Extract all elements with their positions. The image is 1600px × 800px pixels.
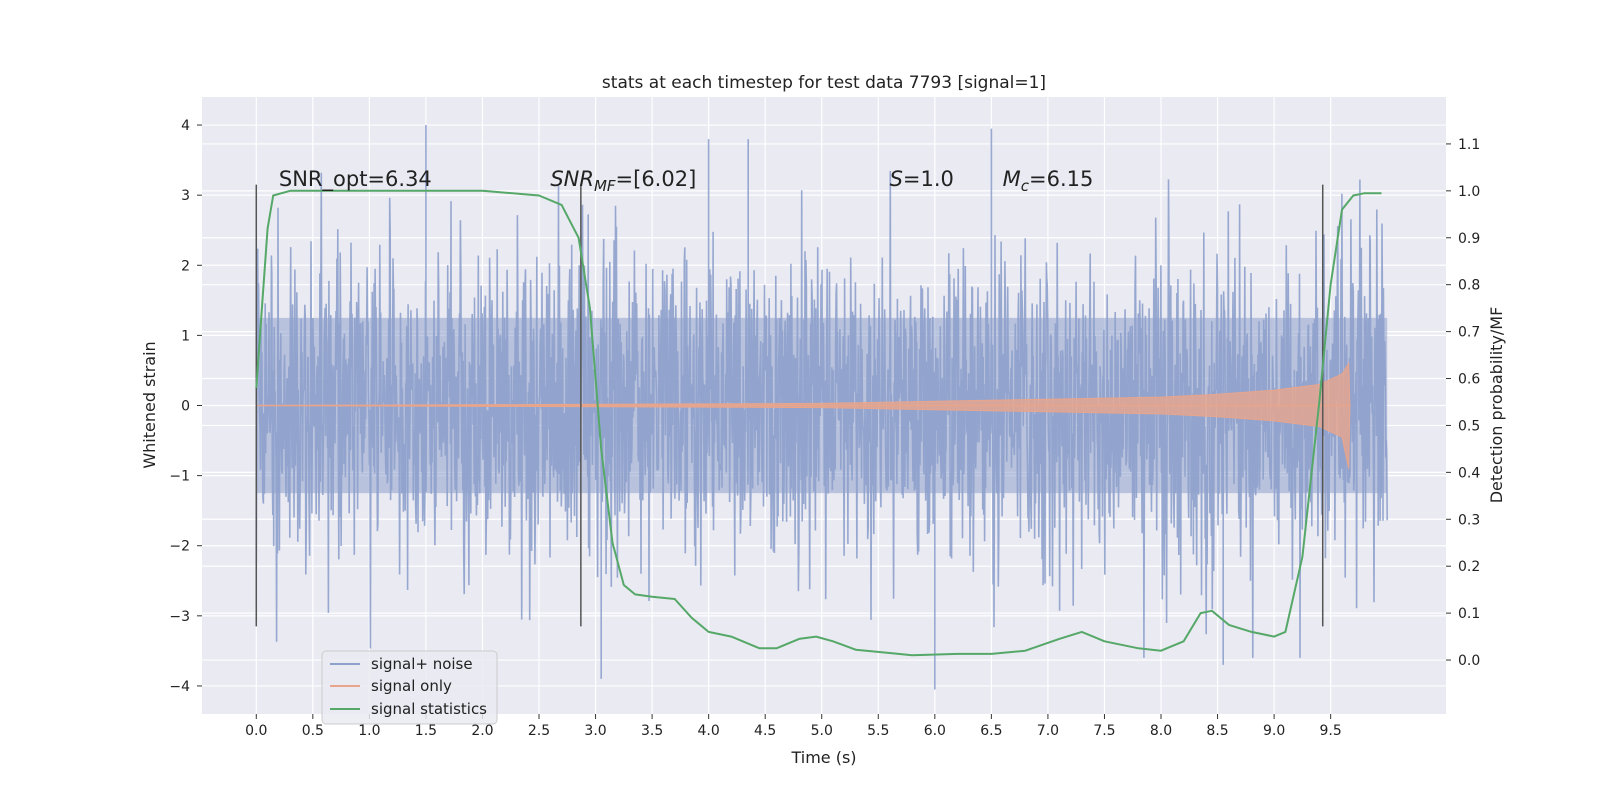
y-tick-label: 3	[181, 188, 190, 204]
annotation-symbol: SNR	[550, 167, 594, 191]
y2-axis-title: Detection probability/MF	[1487, 307, 1506, 504]
x-tick-label: 2.5	[528, 723, 550, 739]
annotation-value: =1.0	[903, 167, 954, 191]
y2-tick-label: 0.8	[1458, 278, 1480, 294]
s-annotation: S=1.0	[890, 167, 954, 191]
y-tick-label: −4	[169, 679, 190, 695]
annotation-symbol: S	[890, 167, 903, 191]
annotation-value: =6.15	[1029, 167, 1093, 191]
y-tick-label: 1	[181, 328, 190, 344]
y-tick-label: −2	[169, 539, 190, 555]
x-tick-label: 1.0	[358, 723, 380, 739]
x-tick-label: 1.5	[415, 723, 437, 739]
y2-tick-label: 0.5	[1458, 418, 1480, 434]
y-tick-label: 0	[181, 399, 190, 415]
y2-tick-label: 0.4	[1458, 465, 1480, 481]
y2-tick-label: 0.3	[1458, 512, 1480, 528]
legend-label-signal-noise: signal+ noise	[371, 655, 473, 673]
mc-annotation: Mc=6.15	[1003, 167, 1094, 195]
snr-opt-annotation: SNR_opt=6.34	[279, 167, 432, 192]
annotations: SNR_opt=6.34 SNRMF=[6.02] S=1.0 Mc=6.15	[279, 167, 1094, 195]
x-tick-label: 4.5	[754, 723, 776, 739]
x-tick-label: 2.0	[471, 723, 493, 739]
x-tick-label: 3.0	[584, 723, 606, 739]
series-layer	[255, 125, 1388, 690]
y2-tick-label: 0.6	[1458, 372, 1480, 388]
legend-label-signal-statistics: signal statistics	[371, 700, 487, 718]
x-tick-label: 5.5	[867, 723, 889, 739]
x-tick-label: 9.0	[1263, 723, 1285, 739]
y-tick-label: 2	[181, 258, 190, 274]
legend-label-signal-only: signal only	[371, 677, 452, 695]
y2-tick-label: 1.0	[1458, 184, 1480, 200]
x-axis-title: Time (s)	[790, 748, 856, 767]
y-tick-label: −1	[169, 469, 190, 485]
x-tick-label: 3.5	[641, 723, 663, 739]
y-tick-label: 4	[181, 118, 190, 134]
y2-tick-label: 0.7	[1458, 325, 1480, 341]
x-tick-label: 7.0	[1037, 723, 1059, 739]
series-signal-only	[256, 361, 1351, 469]
y2-tick-label: 0.1	[1458, 606, 1480, 622]
annotation-value: =[6.02]	[616, 167, 697, 191]
y2-tick-label: 1.1	[1458, 137, 1480, 153]
y-axis-title: Whitened strain	[140, 341, 159, 468]
x-tick-label: 0.0	[245, 723, 267, 739]
snr-mf-annotation: SNRMF=[6.02]	[550, 167, 696, 195]
legend: signal+ noise signal only signal statist…	[321, 650, 498, 725]
x-tick-label: 6.5	[980, 723, 1002, 739]
x-tick-label: 5.0	[811, 723, 833, 739]
x-tick-label: 8.5	[1206, 723, 1228, 739]
x-tick-label: 6.0	[924, 723, 946, 739]
y2-tick-label: 0.2	[1458, 559, 1480, 575]
chart-title: stats at each timestep for test data 779…	[602, 73, 1046, 93]
x-tick-label: 8.0	[1150, 723, 1172, 739]
x-tick-label: 9.5	[1320, 723, 1342, 739]
y2-tick-label: 0.0	[1458, 653, 1480, 669]
legend-box	[321, 650, 498, 725]
axes: 0.0 0.5 1.0 1.5 2.0 2.5 3.0 3.5 4.0 4.5 5.0 5.5 6.0 6…	[169, 118, 1480, 739]
annotation-symbol: M	[1003, 167, 1021, 191]
y2-tick-label: 0.9	[1458, 231, 1480, 247]
annotation-subscript: MF	[594, 177, 616, 195]
series-signal-statistics	[255, 189, 1382, 657]
x-tick-label: 0.5	[302, 723, 324, 739]
annotation-subscript: c	[1021, 177, 1030, 195]
x-tick-label: 7.5	[1093, 723, 1115, 739]
x-tick-label: 4.0	[698, 723, 720, 739]
y-tick-label: −3	[169, 609, 190, 625]
